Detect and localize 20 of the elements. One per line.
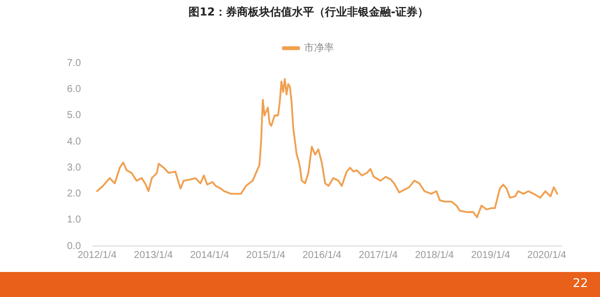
y-tick-label: 5.0 [66,110,82,122]
x-tick-label: 2018/1/4 [414,250,454,261]
chart-title: 图12：券商板块估值水平（行业非银金融-证券） [188,5,428,18]
x-tick-label: 2016/1/4 [302,250,342,261]
y-tick-label: 6.0 [66,84,82,96]
x-tick-label: 2017/1/4 [358,250,398,261]
x-tick-label: 2013/1/4 [134,250,174,261]
x-tick-label: 2015/1/4 [246,250,286,261]
x-tick-label: 2012/1/4 [78,250,117,261]
y-tick-label: 0.0 [66,240,82,252]
x-tick-label: 2014/1/4 [190,250,230,261]
legend-label: 市净率 [304,42,334,54]
y-tick-label: 4.0 [66,136,82,148]
x-tick-label: 2019/1/4 [471,250,510,261]
text: 22 [572,276,588,290]
y-tick-label: 2.0 [66,188,82,200]
y-tick-label: 1.0 [66,214,82,226]
y-tick-label: 3.0 [66,162,82,174]
x-tick-label: 2020/1/4 [527,250,567,261]
y-tick-label: 7.0 [66,58,82,69]
